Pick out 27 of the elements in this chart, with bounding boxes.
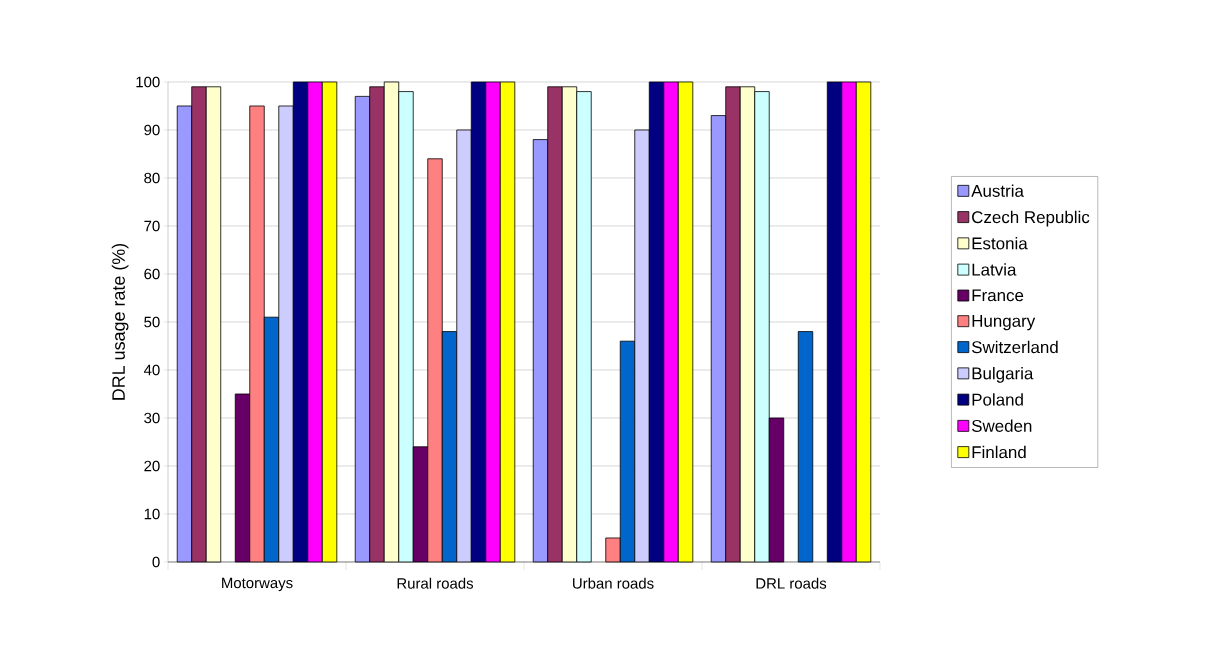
legend-label: Austria: [971, 184, 1024, 197]
x-tick-label: Motorways: [222, 577, 293, 592]
y-tick-label: 0: [152, 556, 160, 568]
legend-label: Czech Republic: [972, 210, 1090, 227]
y-tick-label: 70: [144, 220, 160, 232]
x-tick-label: Urban roads: [573, 577, 654, 589]
legend-label: Switzerland: [971, 340, 1058, 354]
legend-label: Poland: [972, 393, 1023, 406]
x-tick-label: Rural roads: [397, 577, 474, 589]
y-tick-label: 30: [144, 412, 160, 424]
y-tick-label: 20: [144, 460, 160, 472]
legend-label: Sweden: [971, 419, 1032, 432]
legend-label: Hungary: [972, 315, 1036, 331]
y-tick-label: 100: [136, 76, 160, 88]
y-tick-label: 40: [143, 364, 160, 376]
y-axis-title: DRL usage rate (%): [111, 243, 129, 400]
legend-label: Finland: [972, 445, 1026, 459]
x-tick-label: DRL roads: [756, 577, 827, 589]
y-tick-label: 80: [144, 172, 160, 184]
legend-label: Bulgaria: [972, 366, 1034, 383]
y-tick-label: 50: [144, 316, 160, 328]
legend-label: Estonia: [972, 236, 1028, 250]
legend-label: Latvia: [972, 263, 1017, 276]
y-tick-label: 60: [144, 268, 160, 280]
y-tick-label: 10: [144, 508, 160, 520]
y-tick-label: 90: [144, 124, 160, 136]
legend-label: France: [972, 289, 1024, 302]
